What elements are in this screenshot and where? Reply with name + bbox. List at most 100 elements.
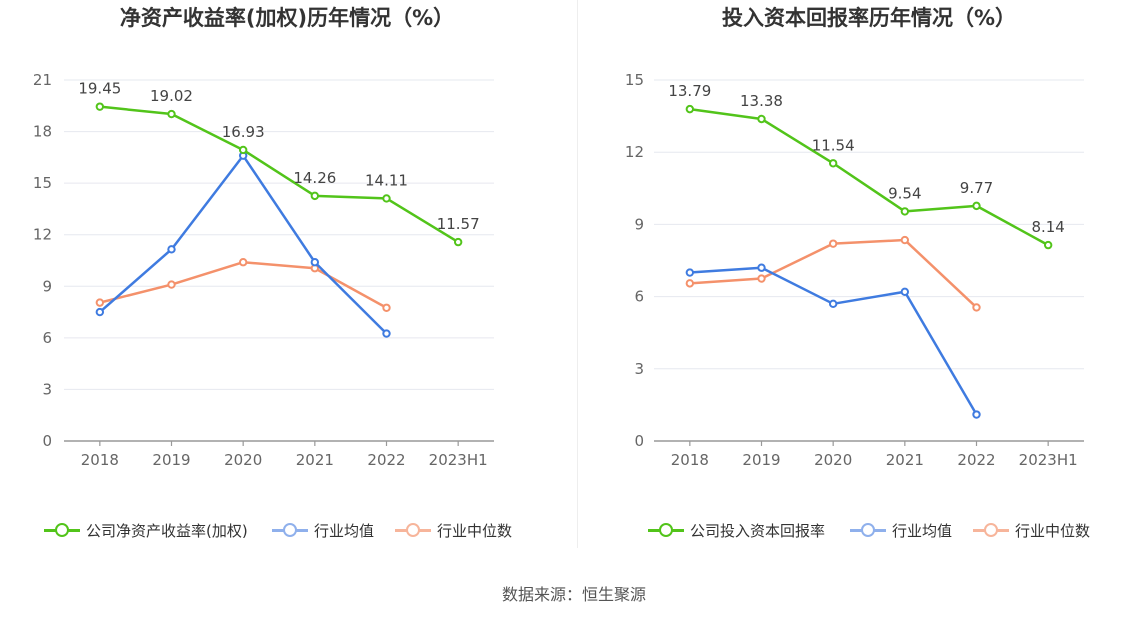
data-label: 14.26 bbox=[293, 169, 336, 187]
y-tick-label: 12 bbox=[625, 143, 644, 161]
data-label: 19.45 bbox=[78, 80, 121, 98]
y-tick-label: 0 bbox=[634, 432, 644, 450]
roe-chart-plot: 0 3 6 9 12 15 18 21 2018 2019 2020 2021 2022 2023H1 19… bbox=[33, 71, 494, 469]
data-label: 9.77 bbox=[960, 179, 993, 197]
data-point-company bbox=[95, 102, 105, 111]
x-tick-label: 2022 bbox=[957, 451, 995, 469]
legend-item-industry-avg[interactable]: 行业均值 bbox=[850, 517, 952, 543]
x-tick-label: 2020 bbox=[224, 451, 262, 469]
legend-item-industry-median[interactable]: 行业中位数 bbox=[973, 517, 1090, 543]
legend-marker-industry-median bbox=[973, 522, 1009, 538]
legend-item-industry-avg[interactable]: 行业均值 bbox=[272, 517, 374, 543]
y-tick-label: 6 bbox=[42, 329, 52, 347]
roic-chart-legend: 公司投入资本回报率 行业均值 行业中位数 bbox=[590, 517, 1148, 543]
data-point-company bbox=[972, 201, 981, 211]
data-point-industry-avg bbox=[757, 263, 766, 272]
series-line-industry-avg bbox=[99, 154, 388, 335]
x-tick-label: 2023H1 bbox=[1019, 451, 1078, 469]
y-tick-label: 0 bbox=[42, 432, 52, 450]
x-tick-label: 2022 bbox=[367, 451, 405, 469]
y-tick-label: 15 bbox=[625, 71, 644, 89]
x-tick-label: 2019 bbox=[742, 451, 780, 469]
legend-label-industry-avg: 行业均值 bbox=[892, 521, 953, 540]
series-line-company bbox=[99, 105, 459, 244]
x-tick-label: 2020 bbox=[814, 451, 852, 469]
data-point-industry-avg bbox=[310, 258, 320, 267]
legend-marker-company bbox=[648, 522, 684, 538]
data-label: 16.93 bbox=[222, 123, 265, 141]
series-line-industry-median bbox=[99, 260, 388, 309]
x-tick-label: 2021 bbox=[886, 451, 924, 469]
y-tick-label: 9 bbox=[634, 215, 644, 233]
data-point-industry-avg bbox=[95, 307, 105, 317]
legend-label-company-roe: 公司净资产收益率(加权) bbox=[86, 521, 248, 540]
data-point-industry-median bbox=[685, 279, 695, 288]
y-tick-label: 6 bbox=[634, 288, 644, 306]
data-point-industry-median bbox=[382, 303, 391, 312]
series-line-company bbox=[689, 107, 1049, 247]
roic-chart-panel: 投入资本回报率历年情况（%） 0 3 6 9 12 15 2018 2019 2020 2021 2… bbox=[590, 0, 1148, 560]
data-point-company bbox=[1043, 240, 1053, 250]
y-tick-label: 12 bbox=[33, 226, 52, 244]
data-point-industry-median bbox=[972, 303, 981, 312]
data-label: 14.11 bbox=[365, 171, 408, 189]
data-label: 13.38 bbox=[740, 92, 783, 110]
data-point-company bbox=[453, 237, 463, 247]
legend-marker-industry-avg bbox=[272, 522, 308, 538]
data-label: 8.14 bbox=[1031, 218, 1064, 236]
legend-item-company-roe[interactable]: 公司净资产收益率(加权) bbox=[44, 517, 248, 543]
data-point-company bbox=[757, 114, 766, 124]
data-point-company bbox=[685, 104, 695, 114]
y-tick-label: 3 bbox=[634, 360, 644, 378]
legend-label-industry-median: 行业中位数 bbox=[1015, 521, 1091, 540]
x-tick-label: 2018 bbox=[671, 451, 709, 469]
data-label: 11.54 bbox=[812, 136, 855, 154]
data-source-note: 数据来源：恒生聚源 bbox=[501, 585, 646, 604]
legend-item-company-roic[interactable]: 公司投入资本回报率 bbox=[648, 517, 825, 543]
x-tick-label: 2021 bbox=[296, 451, 334, 469]
data-point-company bbox=[238, 145, 248, 155]
data-point-industry-median bbox=[900, 235, 910, 245]
roe-chart-panel: 净资产收益率(加权)历年情况（%） 0 3 6 9 12 15 18 21 2018 2019 20… bbox=[0, 0, 574, 560]
legend-marker-industry-avg bbox=[850, 522, 886, 538]
x-tick-label: 2018 bbox=[81, 451, 119, 469]
data-point-company bbox=[167, 109, 176, 119]
x-tick-label: 2023H1 bbox=[429, 451, 488, 469]
roic-chart-title: 投入资本回报率历年情况（%） bbox=[721, 6, 1017, 30]
data-point-company bbox=[382, 194, 391, 203]
legend-marker-industry-median bbox=[395, 522, 431, 538]
y-tick-label: 15 bbox=[33, 174, 52, 192]
data-point-industry-avg bbox=[828, 299, 838, 309]
legend-item-industry-median[interactable]: 行业中位数 bbox=[395, 517, 512, 543]
y-tick-label: 18 bbox=[33, 123, 52, 141]
y-tick-label: 3 bbox=[42, 380, 52, 398]
data-label: 13.79 bbox=[668, 82, 711, 100]
data-label: 9.54 bbox=[888, 184, 921, 202]
legend-label-company-roic: 公司投入资本回报率 bbox=[690, 521, 826, 540]
data-point-industry-median bbox=[828, 239, 838, 248]
data-point-industry-median bbox=[757, 274, 766, 283]
data-point-company bbox=[828, 159, 838, 168]
y-tick-label: 9 bbox=[42, 277, 52, 295]
roic-chart-plot: 0 3 6 9 12 15 2018 2019 2020 2021 2022 2023H1 13.79 1… bbox=[625, 71, 1084, 469]
data-point-industry-median bbox=[167, 280, 176, 289]
data-point-industry-avg bbox=[382, 329, 391, 338]
roe-chart-title: 净资产收益率(加权)历年情况（%） bbox=[119, 6, 455, 30]
data-point-company bbox=[900, 207, 910, 216]
data-point-industry-median bbox=[95, 298, 105, 307]
legend-label-industry-avg: 行业均值 bbox=[314, 521, 375, 540]
data-label: 19.02 bbox=[150, 87, 193, 105]
legend-marker-company bbox=[44, 522, 80, 538]
legend-label-industry-median: 行业中位数 bbox=[437, 521, 513, 540]
data-point-industry-avg bbox=[167, 245, 176, 254]
panel-divider bbox=[577, 0, 578, 548]
data-point-industry-median bbox=[238, 258, 248, 267]
data-point-company bbox=[310, 191, 320, 201]
roe-chart-legend: 公司净资产收益率(加权) 行业均值 行业中位数 bbox=[0, 517, 574, 543]
data-point-industry-avg bbox=[972, 410, 981, 419]
series-line-industry-median bbox=[689, 238, 978, 309]
data-label: 11.57 bbox=[437, 215, 480, 233]
series-line-industry-avg bbox=[689, 266, 978, 416]
x-tick-label: 2019 bbox=[152, 451, 190, 469]
y-tick-label: 21 bbox=[33, 71, 52, 89]
